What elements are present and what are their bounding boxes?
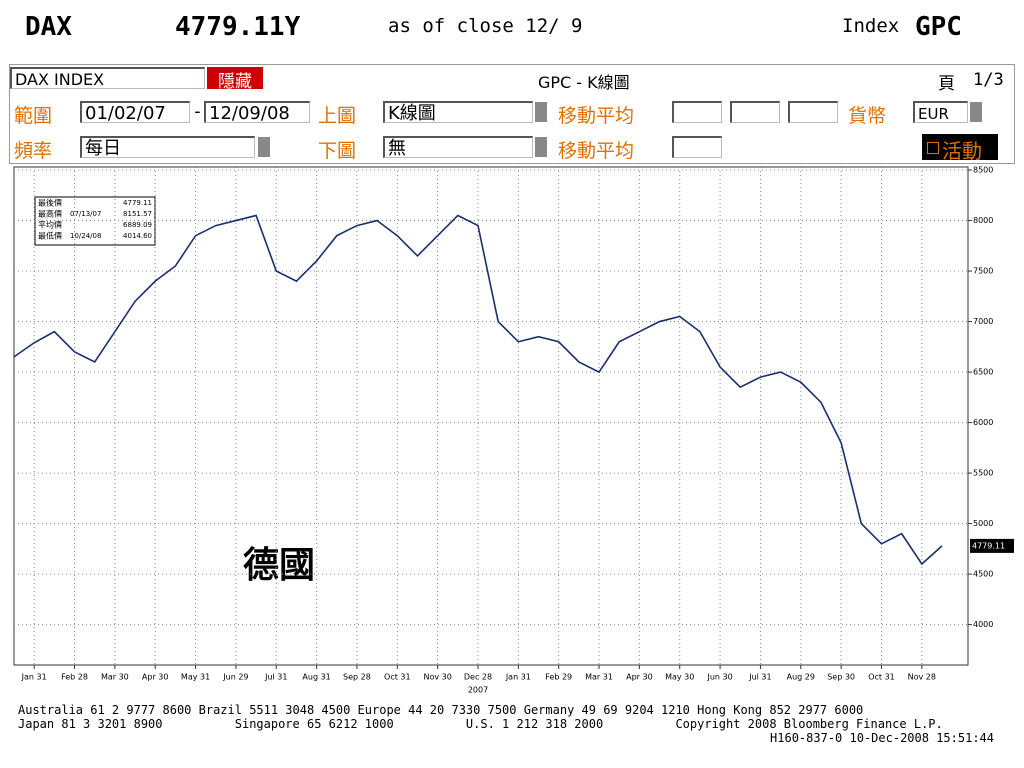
stat-value: 4014.60 [123,232,152,240]
x-tick-label: May 30 [665,673,694,682]
x-tick-label: Feb 28 [61,673,88,682]
page-label: 頁 [938,74,955,94]
x-tick-label: Apr 30 [142,673,169,682]
y-tick-label: 7000 [973,317,993,326]
x-tick-label: Aug 31 [302,673,330,682]
x-tick-label: Jan 31 [21,673,47,682]
ma-label: 移動平均 [558,140,635,162]
stat-label: 最後價 [38,198,62,208]
freq-label: 頻率 [14,140,53,162]
x-tick-label: Feb 29 [545,673,572,682]
index-code: GPC [915,12,962,42]
year-label: 2007 [468,686,488,695]
stat-value: 4779.11 [123,199,152,207]
ma-field[interactable] [672,136,722,158]
live-icon [927,142,939,154]
x-tick-label: Jun 29 [222,673,248,682]
y-tick-label: 5000 [973,519,993,528]
as-of: as of close 12/ 9 [388,15,583,37]
y-tick-label: 6500 [973,368,993,377]
dropdown[interactable] [970,102,982,122]
x-tick-label: Mar 30 [101,673,129,682]
y-tick-label: 6000 [973,418,993,427]
toolbar [9,64,1015,164]
x-tick-label: Sep 30 [827,673,855,682]
x-tick-label: Aug 29 [787,673,815,682]
x-tick-label: Sep 28 [343,673,371,682]
range-start[interactable]: 01/02/07 [80,101,190,124]
footer-line: Japan 81 3 3201 8900 Singapore 65 6212 1… [18,717,943,731]
ma-label: 移動平均 [558,105,635,127]
y-tick-label: 4000 [973,620,993,629]
hide-button[interactable]: 隱藏 [207,67,263,92]
stat-label: 最高價 [38,209,62,219]
lower-label: 下圖 [318,140,357,162]
x-tick-label: Nov 28 [908,673,936,682]
x-tick-label: May 31 [181,673,210,682]
stat-label: 最低價 [38,231,62,241]
page-number: 1/3 [973,70,1004,90]
upper-label: 上圖 [318,105,357,127]
last-price-label: 4779.11 [972,541,1005,550]
x-tick-label: Jan 31 [505,673,531,682]
stat-date: 10/24/08 [70,232,101,240]
stat-value: 8151.57 [123,210,152,218]
stat-value: 6889.09 [123,221,152,229]
screen-title: GPC - K線圖 [538,73,630,92]
price: 4779.11Y [175,12,301,42]
ma-field[interactable] [730,101,780,123]
dropdown[interactable] [258,137,270,157]
security-field[interactable]: DAX INDEX [10,67,205,89]
y-tick-label: 5500 [973,469,993,478]
last-price-box [970,538,1014,553]
ma-field[interactable] [672,101,722,123]
annotation: 德國 [243,544,315,586]
x-tick-label: Dec 28 [464,673,492,682]
upper-field[interactable]: K線圖 [383,101,533,124]
dropdown[interactable] [535,102,547,122]
live-button[interactable] [922,134,998,160]
y-tick-label: 8000 [973,216,993,225]
currency-label: 貨幣 [848,105,887,127]
dropdown[interactable] [535,137,547,157]
stat-label: 平均價 [38,220,62,230]
footer-line: H160-837-0 10-Dec-2008 15:51:44 [770,731,994,745]
currency-field[interactable]: EUR [913,101,968,123]
index-label: Index [842,15,900,37]
footer-line: Australia 61 2 9777 8600 Brazil 5511 304… [18,703,864,717]
x-tick-label: Nov 30 [423,673,451,682]
ticker: DAX [25,12,72,42]
range-label: 範圍 [14,105,53,127]
x-tick-label: Jul 31 [264,673,287,682]
live-label[interactable]: 活動 [942,139,982,163]
lower-field[interactable]: 無 [383,136,533,159]
x-tick-label: Oct 31 [868,673,895,682]
stat-date: 07/13/07 [70,210,101,218]
x-tick-label: Mar 31 [585,673,613,682]
range-sep: - [192,101,203,122]
x-tick-label: Apr 30 [626,673,653,682]
x-tick-label: Jun 30 [706,673,732,682]
y-tick-label: 8500 [973,166,993,175]
ma-field[interactable] [788,101,838,123]
freq-field[interactable]: 每日 [80,136,255,159]
plot-area [13,166,969,666]
range-end[interactable]: 12/09/08 [204,101,310,124]
x-tick-label: Oct 31 [384,673,411,682]
y-tick-label: 4500 [973,570,993,579]
chart: 德國 4000 4500 5000 5500 6000 6500 7000 7500 8000 8… [13,166,1014,695]
price-line [13,214,943,566]
x-tick-label: Jul 31 [748,673,771,682]
y-tick-label: 7500 [973,267,993,276]
